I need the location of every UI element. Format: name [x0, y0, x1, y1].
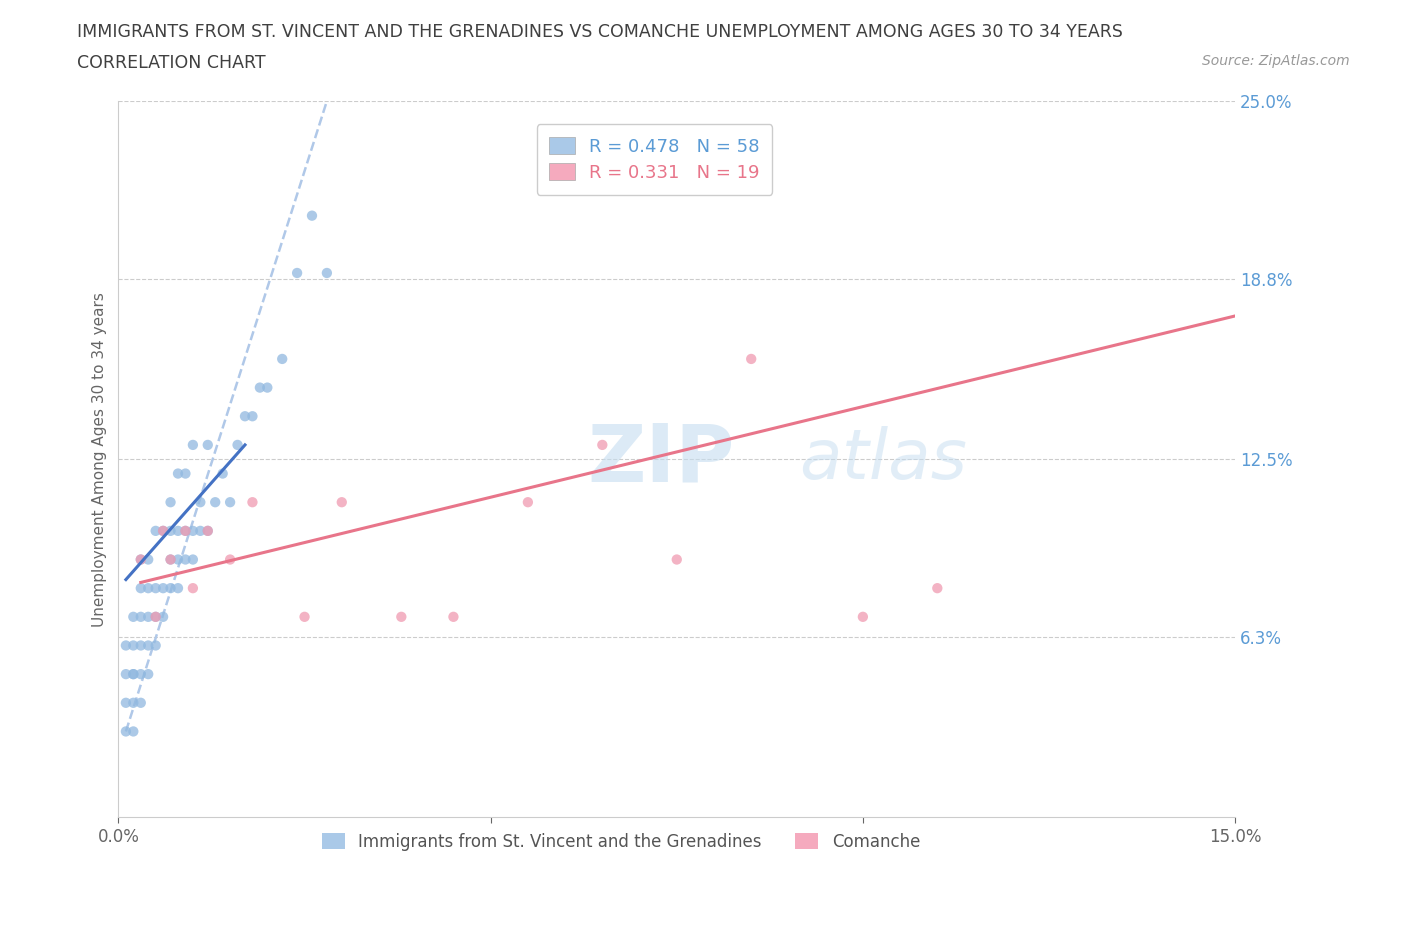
Point [129, 609, 152, 624]
Point [129, 552, 152, 567]
Point [211, 466, 233, 481]
Point [256, 380, 278, 395]
Point [226, 437, 249, 452]
Point [122, 724, 145, 738]
Point [136, 580, 159, 595]
Point [591, 437, 613, 452]
Point [122, 609, 145, 624]
Point [204, 495, 226, 510]
Point [301, 208, 323, 223]
Point [129, 696, 152, 711]
Point [115, 724, 138, 738]
Text: IMMIGRANTS FROM ST. VINCENT AND THE GRENADINES VS COMANCHE UNEMPLOYMENT AMONG AG: IMMIGRANTS FROM ST. VINCENT AND THE GREN… [77, 23, 1123, 41]
Point [315, 266, 337, 281]
Point [294, 609, 316, 624]
Point [129, 580, 152, 595]
Text: CORRELATION CHART: CORRELATION CHART [77, 54, 266, 72]
Point [167, 580, 190, 595]
Point [242, 495, 264, 510]
Point [129, 667, 152, 682]
Text: ZIP: ZIP [588, 420, 735, 498]
Point [152, 580, 174, 595]
Point [167, 466, 190, 481]
Point [136, 552, 159, 567]
Point [219, 552, 242, 567]
Point [129, 638, 152, 653]
Point [122, 667, 145, 682]
Point [129, 552, 152, 567]
Point [152, 524, 174, 538]
Point [197, 524, 219, 538]
Point [136, 667, 159, 682]
Point [159, 495, 181, 510]
Point [152, 609, 174, 624]
Point [152, 524, 174, 538]
Point [174, 524, 197, 538]
Point [167, 552, 190, 567]
Point [927, 580, 949, 595]
Point [197, 437, 219, 452]
Point [181, 437, 204, 452]
Point [271, 352, 294, 366]
Point [145, 580, 167, 595]
Point [740, 352, 762, 366]
Point [136, 609, 159, 624]
Point [443, 609, 465, 624]
Point [159, 524, 181, 538]
Point [233, 409, 256, 424]
Point [167, 524, 190, 538]
Point [159, 552, 181, 567]
Point [242, 409, 264, 424]
Point [249, 380, 271, 395]
Point [389, 609, 412, 624]
Point [181, 552, 204, 567]
Point [115, 696, 138, 711]
Point [330, 495, 353, 510]
Point [145, 638, 167, 653]
Point [188, 524, 211, 538]
Point [122, 667, 145, 682]
Point [174, 524, 197, 538]
Point [174, 466, 197, 481]
Point [197, 524, 219, 538]
Point [159, 580, 181, 595]
Point [145, 609, 167, 624]
Point [174, 552, 197, 567]
Point [115, 667, 138, 682]
Point [145, 524, 167, 538]
Point [145, 609, 167, 624]
Point [219, 495, 242, 510]
Point [516, 495, 538, 510]
Point [285, 266, 308, 281]
Point [159, 552, 181, 567]
Text: Source: ZipAtlas.com: Source: ZipAtlas.com [1202, 54, 1350, 68]
Point [122, 696, 145, 711]
Legend: Immigrants from St. Vincent and the Grenadines, Comanche: Immigrants from St. Vincent and the Gren… [314, 825, 928, 859]
Point [115, 638, 138, 653]
Point [852, 609, 875, 624]
Point [136, 638, 159, 653]
Point [188, 495, 211, 510]
Text: atlas: atlas [800, 426, 967, 493]
Point [181, 580, 204, 595]
Point [122, 638, 145, 653]
Point [181, 524, 204, 538]
Point [665, 552, 688, 567]
Y-axis label: Unemployment Among Ages 30 to 34 years: Unemployment Among Ages 30 to 34 years [93, 292, 107, 627]
